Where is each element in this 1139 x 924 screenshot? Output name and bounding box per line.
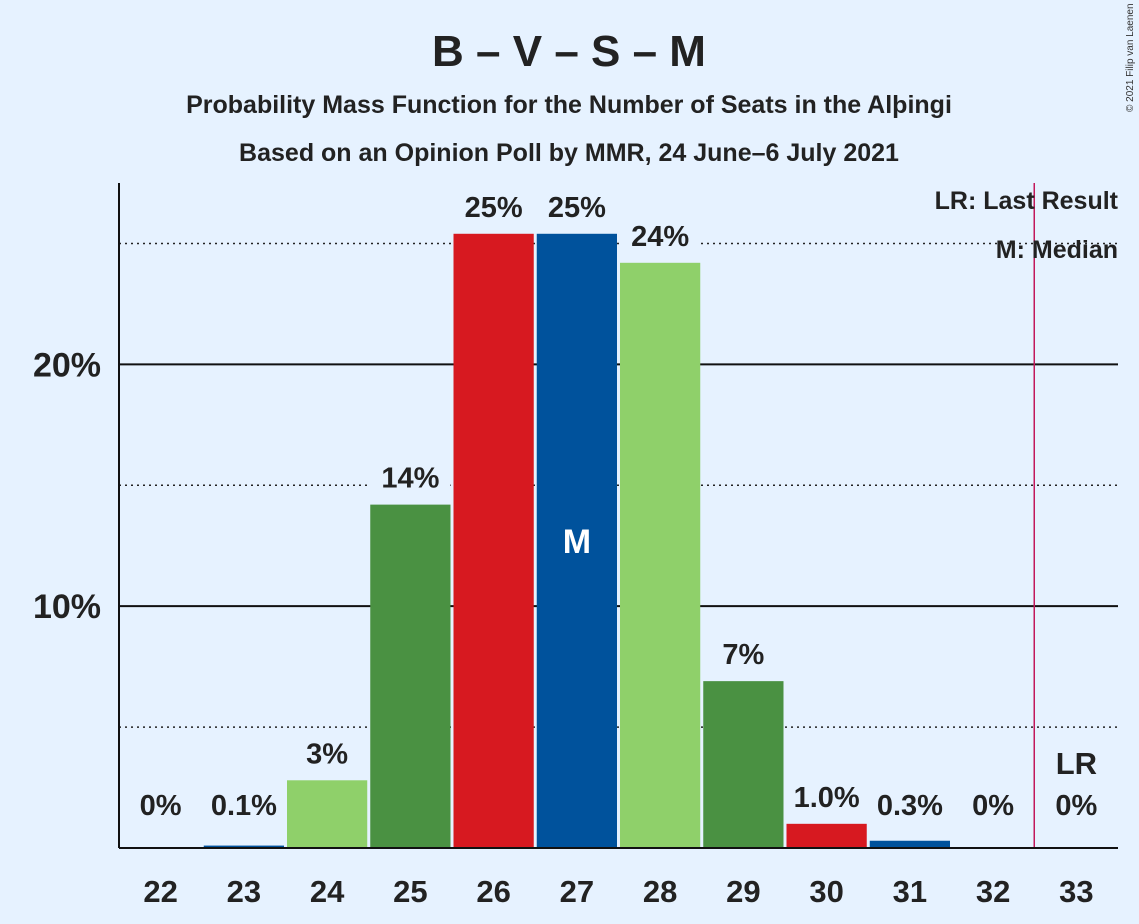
value-label: 0% [972, 790, 1014, 822]
value-label-bg [287, 732, 368, 773]
value-label-bg [370, 456, 451, 497]
y-axis: 10% 20% [33, 183, 120, 848]
value-label: 0.1% [211, 790, 277, 822]
bar [786, 823, 867, 848]
bar [620, 262, 701, 848]
chart-subtitle-poll: Based on an Opinion Poll by MMR, 24 June… [239, 139, 899, 167]
bar [536, 233, 617, 849]
x-tick-label: 25 [393, 874, 427, 909]
bars [203, 183, 1035, 849]
y-tick-label: 20% [33, 346, 101, 384]
value-label: 14% [381, 463, 439, 495]
value-label: 0% [1055, 790, 1097, 822]
value-label: 24% [631, 221, 689, 253]
legend-last-result: LR: Last Result [935, 187, 1119, 215]
x-tick-label: 24 [310, 874, 345, 909]
median-marker: M [563, 523, 591, 561]
x-tick-label: 23 [227, 874, 261, 909]
value-label-bg [786, 775, 867, 816]
x-tick-label: 27 [560, 874, 594, 909]
value-label: 0% [140, 790, 182, 822]
value-label-bg [536, 185, 617, 226]
value-label: 0.3% [877, 790, 943, 822]
value-label-bg [620, 214, 701, 255]
chart-title: B – V – S – M [432, 27, 706, 76]
chart-subtitle: Probability Mass Function for the Number… [186, 91, 952, 119]
bar [703, 681, 784, 848]
x-tick-label: 31 [893, 874, 927, 909]
value-label: 25% [465, 192, 523, 224]
legend-median: M: Median [996, 236, 1118, 264]
x-tick-label: 26 [476, 874, 510, 909]
bar [287, 780, 368, 848]
x-tick-label: 22 [143, 874, 177, 909]
gridlines [119, 242, 1118, 728]
value-label-bg [453, 185, 534, 226]
value-label: 7% [722, 639, 764, 671]
value-label: 3% [306, 738, 348, 770]
x-axis: 22 23 24 25 26 27 28 29 30 31 32 33 [119, 847, 1118, 909]
value-label-bg [703, 633, 784, 674]
x-tick-label: 32 [976, 874, 1010, 909]
value-label: 1.0% [794, 782, 860, 814]
x-tick-label: 28 [643, 874, 677, 909]
x-tick-label: 33 [1059, 874, 1093, 909]
x-tick-label: 29 [726, 874, 760, 909]
x-tick-label: 30 [809, 874, 843, 909]
bar [370, 504, 451, 848]
bar [453, 233, 534, 849]
legend: LR: Last Result M: Median [935, 187, 1119, 264]
value-label: 25% [548, 192, 606, 224]
last-result-marker: LR [1056, 746, 1097, 781]
copyright-note: © 2021 Filip van Laenen [1125, 3, 1136, 112]
y-tick-label: 10% [33, 588, 101, 626]
bar [869, 840, 950, 848]
value-labels: 0% 0.1% 3% 14% 25% 25% M 24% 7% 1.0% 0.3% 0% 0% LR [140, 185, 1098, 822]
bar [203, 845, 284, 848]
